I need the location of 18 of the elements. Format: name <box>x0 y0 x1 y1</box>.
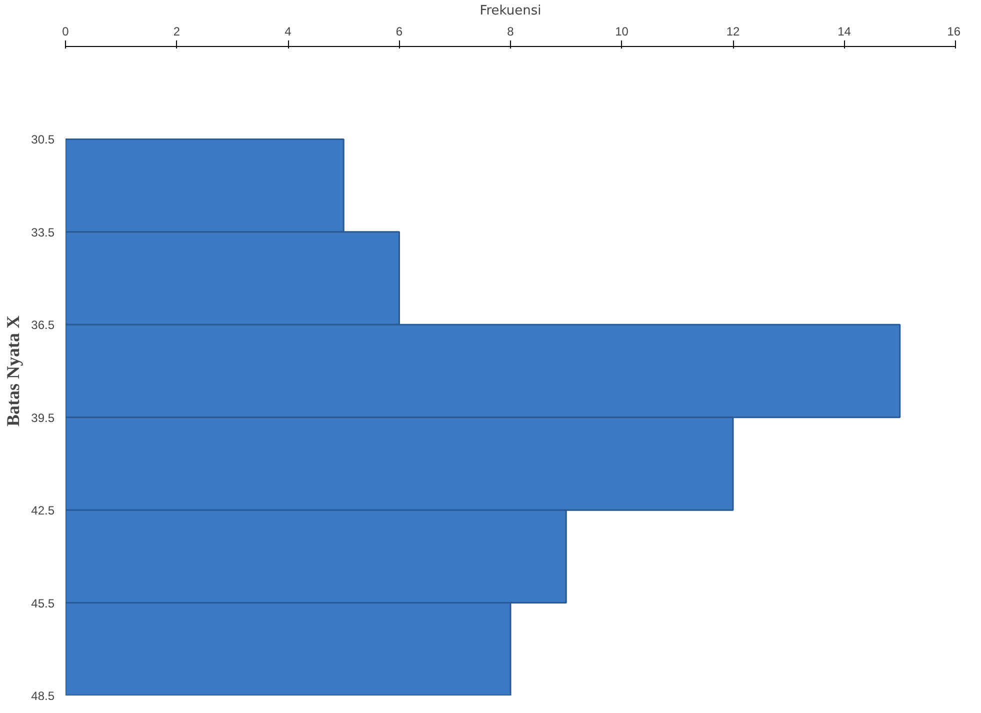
y-tick-label: 45.5 <box>31 596 55 610</box>
x-axis-title: Frekuensi <box>480 4 542 18</box>
x-tick-label: 4 <box>284 24 292 38</box>
y-tick-label: 39.5 <box>31 410 55 425</box>
y-tick-label: 30.5 <box>31 132 55 147</box>
x-tick-label: 12 <box>726 24 740 38</box>
x-tick-label: 10 <box>615 24 629 38</box>
y-tick-label: 42.5 <box>31 504 55 518</box>
x-tick-label: 2 <box>173 24 180 38</box>
x-tick-label: 6 <box>396 24 403 38</box>
x-tick-label: 14 <box>838 24 852 38</box>
y-tick-label: 48.5 <box>31 689 55 703</box>
y-axis-title: Batas Nyata X <box>3 316 24 426</box>
y-tick-label: 36.5 <box>31 318 55 332</box>
y-tick-label: 33.5 <box>31 225 55 240</box>
x-tick-label: 0 <box>62 24 70 38</box>
x-tick-label: 16 <box>947 24 961 38</box>
x-tick-label: 8 <box>507 24 514 38</box>
